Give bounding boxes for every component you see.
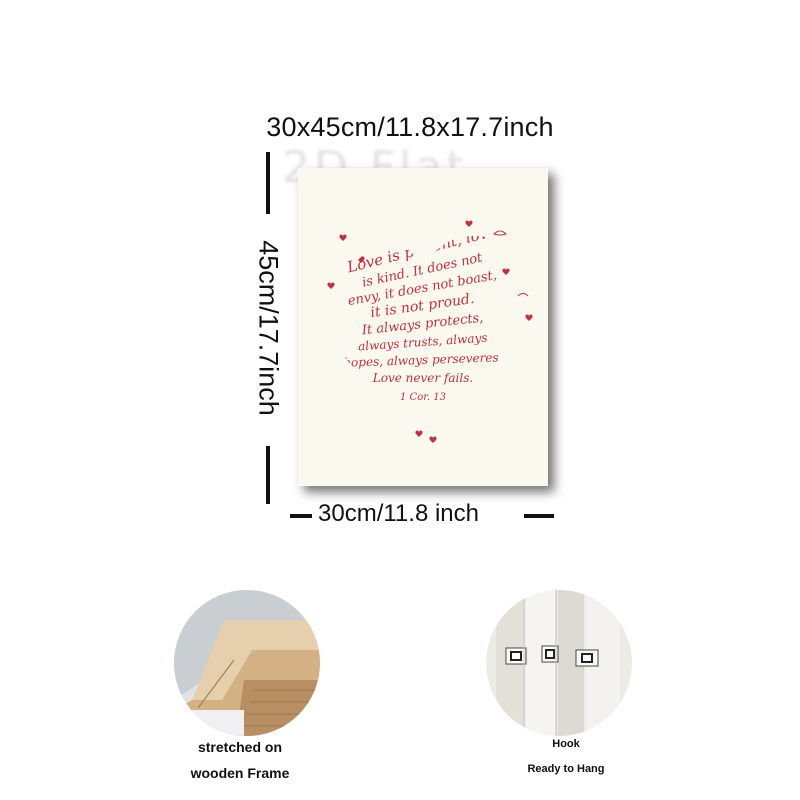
- width-height-dimension-label: 30x45cm/11.8x17.7inch: [266, 112, 554, 142]
- heart-text-line: Love never fails.: [372, 371, 473, 385]
- heart-text-line: 1 Cor. 13: [400, 392, 446, 403]
- hook-caption: Hook: [552, 738, 580, 750]
- decorative-hearts: [327, 220, 533, 443]
- width-dimension-line-left: [290, 514, 312, 518]
- width-dimension-label: 30cm/11.8 inch: [318, 500, 479, 527]
- wooden-frame-photo: [174, 590, 320, 736]
- frame-caption: stretched on wooden Frame: [170, 734, 310, 786]
- height-dimension-line-top: [266, 152, 270, 214]
- canvas-artwork: Love is patient, love is kind. It does no…: [298, 168, 548, 486]
- width-dimension-line-right: [524, 514, 554, 518]
- height-dimension-label: 45cm/17.7inch: [253, 240, 284, 416]
- height-dimension-line-bottom: [266, 446, 270, 504]
- frame-caption-line1: stretched on: [197, 739, 282, 755]
- hook-photo: [486, 590, 632, 736]
- frame-caption-line2: wooden Frame: [190, 765, 290, 781]
- heart-text-line: hopes, always perseveres.: [343, 350, 503, 370]
- bird-doodles: [493, 230, 529, 297]
- hook-subcaption: Ready to Hang: [527, 763, 605, 775]
